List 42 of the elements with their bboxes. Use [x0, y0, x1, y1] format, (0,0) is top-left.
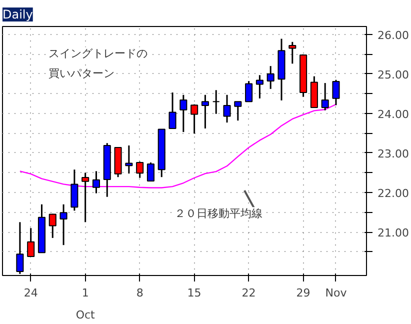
annotation: スイングトレードの — [48, 47, 148, 60]
candlestick — [48, 213, 56, 239]
y-tick-label: 26.00 — [378, 28, 409, 42]
x-tick-label: 29 — [296, 286, 310, 300]
candlestick — [180, 94, 188, 133]
y-tick-label: 24.00 — [378, 108, 409, 121]
y-tick-label: 23.00 — [378, 147, 409, 160]
candlestick — [234, 100, 242, 122]
candlestick — [266, 65, 274, 90]
candlestick — [70, 168, 78, 212]
candlestick — [60, 204, 68, 246]
candlestick — [201, 94, 209, 130]
x-tick-label: 24 — [24, 286, 38, 300]
y-tick-label: 25.00 — [378, 68, 409, 82]
y-tick-label: 22.00 — [378, 187, 409, 200]
candlestick — [168, 92, 176, 130]
line-series — [19, 104, 337, 188]
x-tick-label: 22 — [242, 286, 256, 300]
candlestick — [27, 227, 35, 258]
candlestick — [190, 104, 198, 134]
annotation: ２０日移動平均線 — [174, 207, 263, 220]
candlestick — [212, 89, 220, 115]
candlestick — [125, 144, 133, 174]
candlestick — [136, 160, 144, 179]
x-tick-label: 15 — [187, 286, 202, 300]
x-tick-label: Nov — [325, 286, 348, 300]
candlestick — [288, 41, 296, 64]
chart-title: Daily — [2, 8, 33, 22]
candlestick — [223, 94, 231, 124]
candlestick — [16, 221, 24, 275]
candlestick — [245, 80, 253, 102]
x-tick-label: 1 — [82, 286, 89, 300]
y-tick-label: 21.00 — [378, 226, 409, 240]
candlestick — [256, 74, 264, 100]
candlestick — [332, 79, 340, 106]
candlestick — [92, 170, 100, 194]
candlestick — [321, 82, 329, 112]
candlestick — [82, 172, 90, 223]
text: Oct — [76, 308, 96, 322]
annotation: 買いパターン — [48, 66, 114, 80]
candlestick — [146, 162, 154, 182]
x-tick-label: 8 — [136, 286, 144, 300]
